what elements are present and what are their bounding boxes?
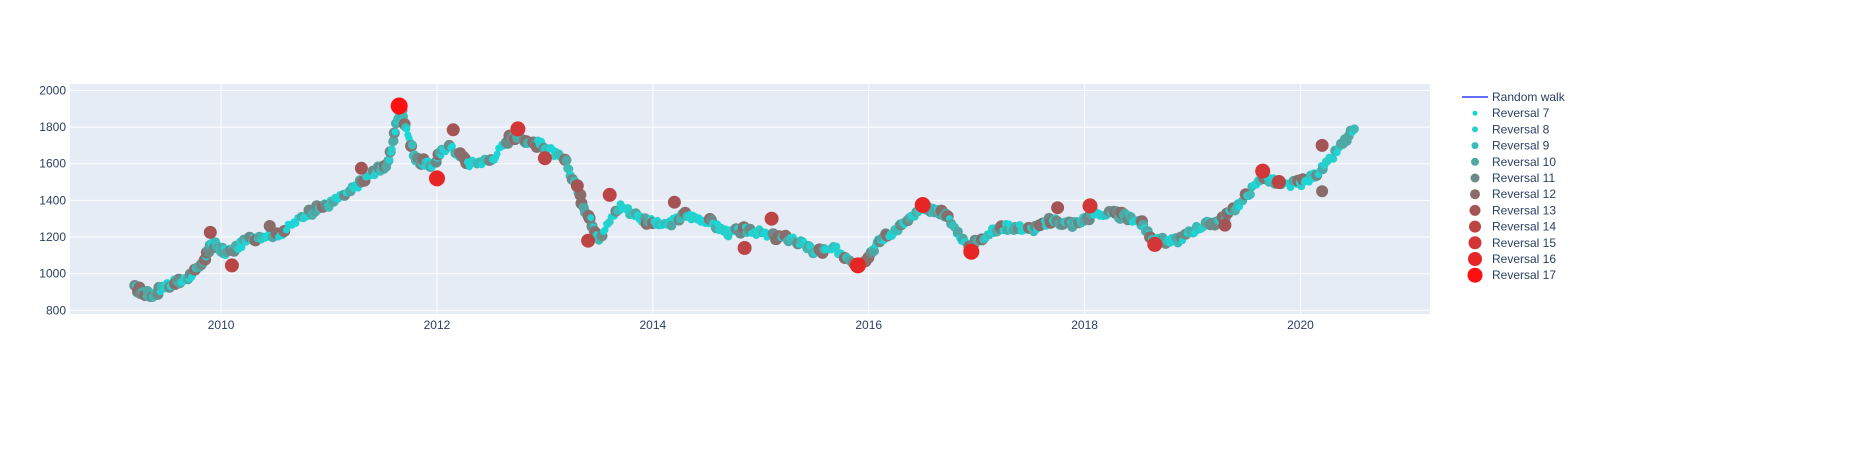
y-tick-label: 1600 bbox=[39, 157, 66, 171]
legend-label: Reversal 12 bbox=[1492, 187, 1556, 201]
x-tick-label: 2020 bbox=[1287, 318, 1314, 332]
legend-item-reversal[interactable]: Reversal 11 bbox=[1470, 171, 1556, 185]
legend-marker bbox=[1469, 220, 1481, 233]
grid bbox=[70, 84, 1430, 314]
legend-marker bbox=[1470, 173, 1480, 183]
reversal-point-major bbox=[537, 151, 552, 166]
reversal-point-major bbox=[1082, 198, 1098, 214]
y-tick-label: 1400 bbox=[39, 193, 66, 207]
reversal-point-major bbox=[667, 195, 681, 209]
reversal-point-major bbox=[1218, 218, 1232, 232]
reversal-point bbox=[448, 142, 456, 150]
reversal-point bbox=[493, 150, 501, 158]
legend-label: Reversal 11 bbox=[1492, 171, 1555, 185]
legend-label: Reversal 13 bbox=[1492, 203, 1556, 217]
legend-item-random-walk[interactable]: Random walk bbox=[1462, 90, 1566, 104]
reversal-point-major bbox=[849, 257, 866, 274]
x-tick-label: 2010 bbox=[208, 318, 235, 332]
reversal-point-major bbox=[570, 179, 584, 193]
reversal-point-major bbox=[1051, 201, 1065, 215]
reversal-point-major bbox=[914, 197, 931, 213]
reversal-point-major bbox=[1255, 163, 1271, 179]
reversal-point-major bbox=[963, 243, 980, 260]
y-tick-label: 800 bbox=[46, 303, 66, 317]
reversal-point bbox=[238, 244, 246, 251]
legend-label: Reversal 8 bbox=[1492, 122, 1550, 136]
reversal-point-major bbox=[510, 121, 526, 137]
legend-marker bbox=[1467, 267, 1483, 283]
reversal-point-major bbox=[354, 161, 368, 175]
reversal-point-major bbox=[203, 225, 217, 239]
y-axis: 800 1000 1200 1400 1600 1800 2000 bbox=[39, 83, 66, 317]
reversal-point bbox=[587, 214, 595, 222]
legend-marker bbox=[1468, 236, 1482, 250]
reversal-point-major bbox=[1271, 175, 1286, 189]
reversal-point bbox=[561, 155, 572, 166]
reversal-point-major bbox=[1147, 236, 1163, 252]
legend-marker bbox=[1471, 157, 1479, 166]
legend-label: Reversal 9 bbox=[1492, 139, 1550, 153]
legend-item-reversal[interactable]: Reversal 10 bbox=[1471, 155, 1556, 169]
reversal-point-major bbox=[390, 97, 408, 115]
legend-item-reversal[interactable]: Reversal 7 bbox=[1472, 106, 1550, 120]
reversal-point bbox=[388, 135, 399, 146]
x-axis: 2010 2012 2014 2016 2018 2020 bbox=[208, 318, 1314, 332]
legend-marker bbox=[1471, 142, 1479, 150]
legend-marker bbox=[1472, 110, 1478, 116]
points-layer bbox=[129, 97, 1359, 302]
reversal-point bbox=[1329, 154, 1338, 163]
reversal-point bbox=[387, 145, 396, 154]
legend-item-reversal[interactable]: Reversal 17 bbox=[1467, 267, 1557, 283]
y-tick-label: 2000 bbox=[39, 83, 66, 97]
reversal-point bbox=[1245, 190, 1255, 199]
legend-label: Reversal 7 bbox=[1492, 106, 1550, 120]
y-tick-label: 1800 bbox=[39, 120, 66, 134]
plot-background bbox=[70, 84, 1430, 314]
reversal-point-major bbox=[602, 187, 617, 202]
legend-item-reversal[interactable]: Reversal 12 bbox=[1470, 187, 1556, 201]
legend-label: Reversal 10 bbox=[1492, 155, 1556, 169]
reversal-point-major bbox=[263, 220, 276, 232]
x-tick-label: 2018 bbox=[1071, 318, 1098, 332]
x-tick-label: 2016 bbox=[855, 318, 882, 332]
reversal-point bbox=[832, 242, 841, 251]
legend-label: Reversal 14 bbox=[1492, 220, 1556, 234]
reversal-point-major bbox=[764, 211, 779, 226]
reversal-point bbox=[407, 140, 417, 150]
reversal-point-major bbox=[446, 123, 460, 137]
reversal-point-major bbox=[737, 241, 752, 255]
reversal-point bbox=[385, 155, 394, 164]
x-tick-label: 2012 bbox=[424, 318, 451, 332]
reversal-point bbox=[403, 125, 411, 133]
reversal-point bbox=[1349, 124, 1359, 134]
legend-item-reversal[interactable]: Reversal 14 bbox=[1469, 220, 1556, 234]
legend-item-reversal[interactable]: Reversal 16 bbox=[1468, 252, 1556, 266]
legend-label: Reversal 16 bbox=[1492, 252, 1556, 266]
legend-marker bbox=[1472, 126, 1478, 133]
reversal-point-major bbox=[581, 233, 596, 248]
legend-item-reversal[interactable]: Reversal 8 bbox=[1472, 122, 1550, 136]
legend-label: Random walk bbox=[1492, 90, 1566, 104]
legend-marker bbox=[1469, 204, 1481, 216]
reversal-point bbox=[601, 226, 609, 234]
reversal-point-major bbox=[1315, 138, 1329, 152]
y-tick-label: 1200 bbox=[39, 230, 66, 244]
legend-item-reversal[interactable]: Reversal 15 bbox=[1468, 236, 1557, 250]
reversal-point bbox=[292, 219, 300, 227]
legend-label: Reversal 17 bbox=[1492, 268, 1556, 282]
reversal-point bbox=[282, 226, 290, 234]
x-tick-label: 2014 bbox=[640, 318, 667, 332]
legend[interactable]: Random walk Reversal 7 Reversal 8 Reversal … bbox=[1462, 90, 1566, 283]
reversal-point-major bbox=[224, 258, 239, 273]
reversal-point-major bbox=[1316, 185, 1329, 198]
legend-label: Reversal 15 bbox=[1492, 236, 1556, 250]
legend-marker bbox=[1468, 252, 1482, 266]
reversal-point-major bbox=[429, 170, 445, 187]
legend-marker bbox=[1470, 189, 1480, 200]
legend-item-reversal[interactable]: Reversal 9 bbox=[1471, 139, 1550, 153]
legend-item-reversal[interactable]: Reversal 13 bbox=[1469, 203, 1557, 217]
y-tick-label: 1000 bbox=[39, 267, 66, 281]
reversal-point bbox=[391, 128, 399, 136]
